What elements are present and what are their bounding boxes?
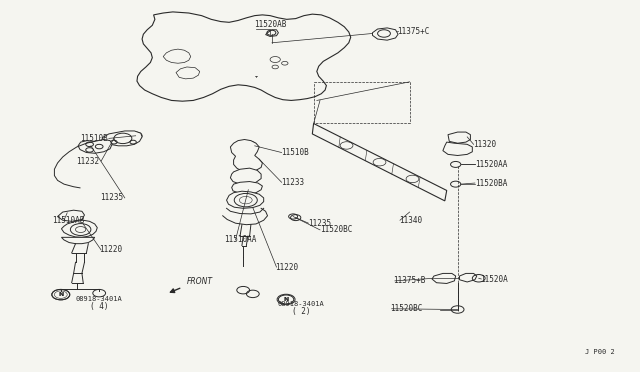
- Text: N: N: [58, 292, 63, 297]
- Text: 11520BC: 11520BC: [390, 304, 423, 313]
- Text: 11510AA: 11510AA: [224, 235, 257, 244]
- Polygon shape: [137, 12, 351, 101]
- Polygon shape: [372, 28, 398, 40]
- Polygon shape: [58, 210, 84, 221]
- Text: 11520BA: 11520BA: [475, 179, 508, 187]
- Polygon shape: [102, 131, 142, 146]
- Polygon shape: [176, 67, 200, 79]
- Text: 11235: 11235: [308, 219, 332, 228]
- Polygon shape: [230, 140, 262, 172]
- Text: 11375+B: 11375+B: [394, 276, 426, 285]
- Text: ( 4): ( 4): [90, 302, 108, 311]
- Text: 11510B: 11510B: [282, 148, 309, 157]
- Text: 11520AB: 11520AB: [254, 20, 286, 29]
- Text: 08918-3401A: 08918-3401A: [76, 296, 123, 302]
- Text: ( 2): ( 2): [292, 307, 310, 316]
- Polygon shape: [460, 273, 477, 282]
- Polygon shape: [230, 168, 261, 184]
- Polygon shape: [443, 142, 472, 155]
- Polygon shape: [227, 191, 264, 208]
- Text: N: N: [284, 297, 289, 302]
- Text: 11340: 11340: [399, 216, 422, 225]
- Text: N: N: [58, 292, 63, 297]
- Text: 11233: 11233: [282, 178, 305, 187]
- Text: 11320: 11320: [474, 140, 497, 149]
- Text: 08918-3401A: 08918-3401A: [277, 301, 324, 307]
- Polygon shape: [61, 237, 95, 244]
- Text: N: N: [284, 297, 289, 302]
- Text: 11520A: 11520A: [480, 275, 508, 283]
- Text: J P00 2: J P00 2: [585, 349, 614, 355]
- Text: 11232: 11232: [76, 157, 99, 166]
- Text: 11235: 11235: [100, 193, 123, 202]
- Polygon shape: [312, 124, 447, 201]
- Polygon shape: [448, 132, 470, 143]
- Polygon shape: [61, 220, 97, 237]
- Text: 11220: 11220: [99, 246, 122, 254]
- Polygon shape: [232, 182, 262, 194]
- Text: FRONT: FRONT: [187, 277, 213, 286]
- Text: 11510AB: 11510AB: [52, 216, 85, 225]
- Text: 11375+C: 11375+C: [397, 27, 429, 36]
- Text: 11520BC: 11520BC: [320, 225, 353, 234]
- Polygon shape: [163, 49, 191, 63]
- Text: 11510B: 11510B: [80, 134, 108, 143]
- Text: 11220: 11220: [275, 263, 298, 272]
- Polygon shape: [432, 273, 456, 283]
- Polygon shape: [78, 140, 112, 153]
- Text: 11520AA: 11520AA: [475, 160, 508, 169]
- Polygon shape: [266, 30, 278, 36]
